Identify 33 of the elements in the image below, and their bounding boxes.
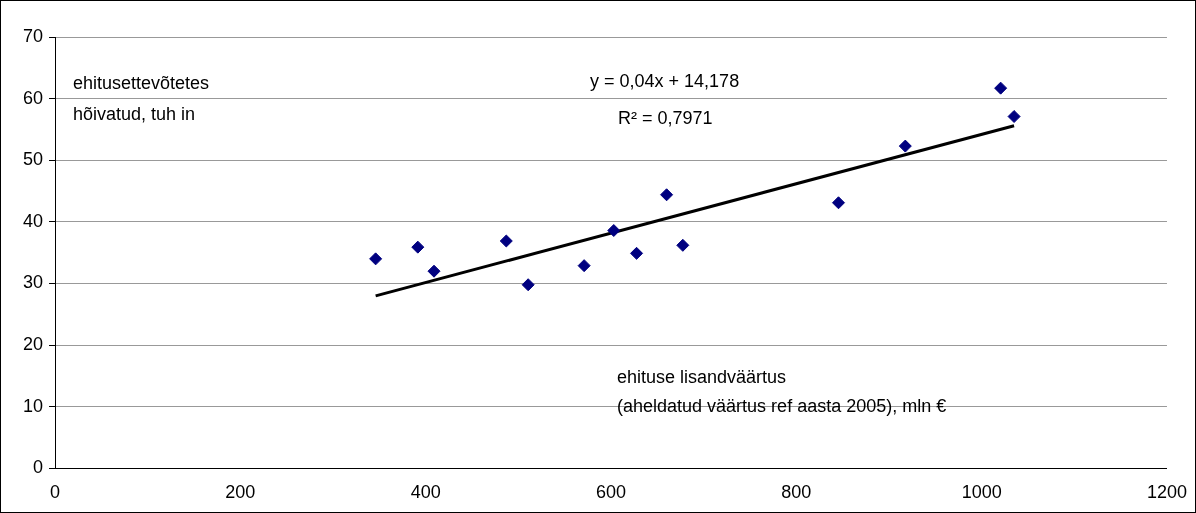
point: [831, 196, 845, 210]
point: [427, 264, 441, 278]
x-tick-label: 400: [410, 482, 441, 503]
x-tick-label: 1200: [1146, 482, 1187, 503]
annotation: y = 0,04x + 14,178: [590, 70, 740, 91]
point: [411, 240, 425, 254]
y-tick-label: 0: [33, 457, 44, 478]
x-tick-label: 0: [50, 482, 61, 503]
annotation: R² = 0,7971: [618, 107, 713, 128]
point: [607, 224, 621, 238]
x-tick-label: 600: [595, 482, 627, 503]
x-tick-label: 1000: [961, 482, 1002, 503]
point: [577, 259, 591, 273]
x-tick-label: 200: [225, 482, 256, 503]
point: [521, 278, 535, 292]
y-tick-label: 30: [22, 272, 44, 293]
point: [994, 81, 1008, 95]
point: [369, 252, 383, 266]
point: [1007, 110, 1021, 123]
point: [499, 234, 513, 248]
y-axis-title: ehitusettevõtetes hõivatud, tuh in: [73, 72, 210, 124]
y-tick-label: 50: [22, 149, 44, 170]
x-tick-label: 800: [781, 482, 812, 503]
point: [630, 246, 644, 260]
y-tick-label: 20: [22, 334, 44, 355]
point: [676, 238, 690, 252]
y-tick-label: 60: [22, 87, 44, 108]
x-axis-title: ehituse lisandväärtus (aheldatud väärtus ref aasta 2005), mln €: [617, 366, 947, 416]
point: [898, 139, 912, 153]
point: [660, 188, 674, 202]
y-tick-label: 10: [22, 395, 44, 416]
y-tick-label: 40: [22, 210, 44, 231]
y-tick-label: 70: [22, 25, 44, 46]
